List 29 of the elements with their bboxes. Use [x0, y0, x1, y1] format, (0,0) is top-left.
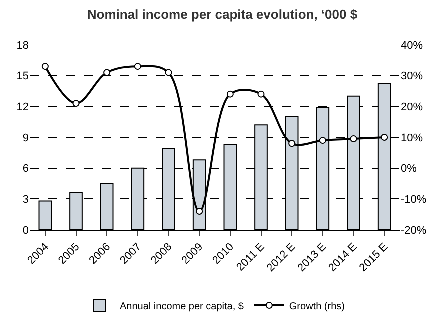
point: [196, 208, 204, 215]
legend-label: Annual income per capita, $: [120, 301, 244, 312]
y-tick-label: 18: [16, 40, 29, 52]
point: [165, 69, 172, 76]
y2-tick-label: 30%: [401, 70, 424, 83]
point: [319, 137, 326, 144]
point: [134, 63, 142, 70]
y2-tick-label: 0%: [401, 163, 418, 176]
chart-title: Nominal income per capita evolution, ‘000 $: [87, 7, 358, 22]
y-tick-label: 9: [22, 132, 29, 144]
y-tick-label: 3: [22, 194, 29, 206]
point: [381, 134, 388, 141]
point: [72, 100, 80, 108]
point: [42, 63, 49, 70]
y2-tick-label: -20%: [401, 224, 427, 237]
y2-tick-label: -10%: [401, 194, 427, 206]
point: [350, 136, 358, 143]
y2-tick-label: 20%: [401, 102, 424, 114]
y-tick-label: 15: [16, 70, 29, 83]
point: [258, 90, 265, 98]
y-tick-label: 12: [16, 102, 29, 114]
point: [288, 140, 296, 148]
y-tick-label: 0: [22, 224, 29, 237]
point: [226, 90, 234, 98]
y2-tick-label: 10%: [401, 132, 424, 144]
y2-tick-label: 40%: [401, 40, 424, 52]
point: [104, 69, 111, 76]
legend-label: Growth (rhs): [289, 301, 345, 312]
y-tick-label: 6: [22, 163, 29, 176]
